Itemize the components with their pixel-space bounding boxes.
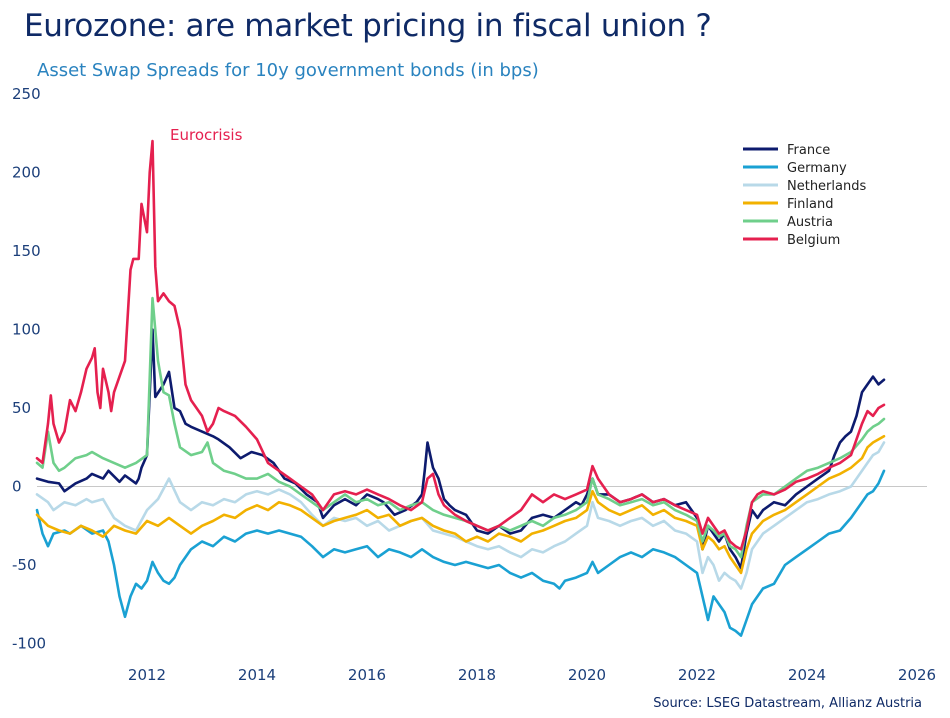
y-tick-label: -100: [12, 635, 46, 653]
annotation-label: Eurocrisis: [170, 126, 243, 144]
chart-title: Eurozone: are market pricing in fiscal u…: [24, 8, 712, 44]
x-tick-label: 2016: [348, 666, 386, 684]
legend-label: Finland: [787, 197, 833, 212]
legend-label: Germany: [787, 161, 847, 176]
x-tick-label: 2012: [128, 666, 166, 684]
x-tick-label: 2018: [458, 666, 496, 684]
x-tick-label: 2020: [568, 666, 606, 684]
x-tick-label: 2024: [788, 666, 826, 684]
legend-label: France: [787, 143, 830, 158]
legend-label: Austria: [787, 215, 833, 230]
x-axis: 2012 2014 2016 2018 2020 2022 2024 2026: [128, 666, 936, 684]
legend: France Germany Netherlands Finland Austria Be…: [743, 143, 866, 248]
legend-label: Netherlands: [787, 179, 866, 194]
x-tick-label: 2026: [898, 666, 936, 684]
y-axis: 250 200 150 100 50 0 -50 -100: [12, 85, 46, 653]
series-line-germany: [35, 469, 886, 637]
x-tick-label: 2014: [238, 666, 276, 684]
y-tick-label: 100: [12, 321, 41, 339]
y-tick-label: 200: [12, 164, 41, 182]
series-layer: [35, 139, 886, 637]
y-tick-label: 50: [12, 399, 31, 417]
y-tick-label: 0: [12, 478, 22, 496]
series-line-finland: [35, 435, 886, 575]
series-line-belgium: [35, 139, 886, 551]
series-line-france: [35, 328, 886, 570]
legend-label: Belgium: [787, 233, 840, 248]
source-note: Source: LSEG Datastream, Allianz Austria: [653, 696, 922, 711]
y-tick-label: 150: [12, 242, 41, 260]
x-tick-label: 2022: [678, 666, 716, 684]
chart-subtitle: Asset Swap Spreads for 10y government bo…: [37, 60, 539, 81]
annotations: Eurocrisis: [170, 126, 243, 144]
series-line-netherlands: [35, 441, 886, 590]
y-tick-label: 250: [12, 85, 41, 103]
y-tick-label: -50: [12, 556, 37, 574]
